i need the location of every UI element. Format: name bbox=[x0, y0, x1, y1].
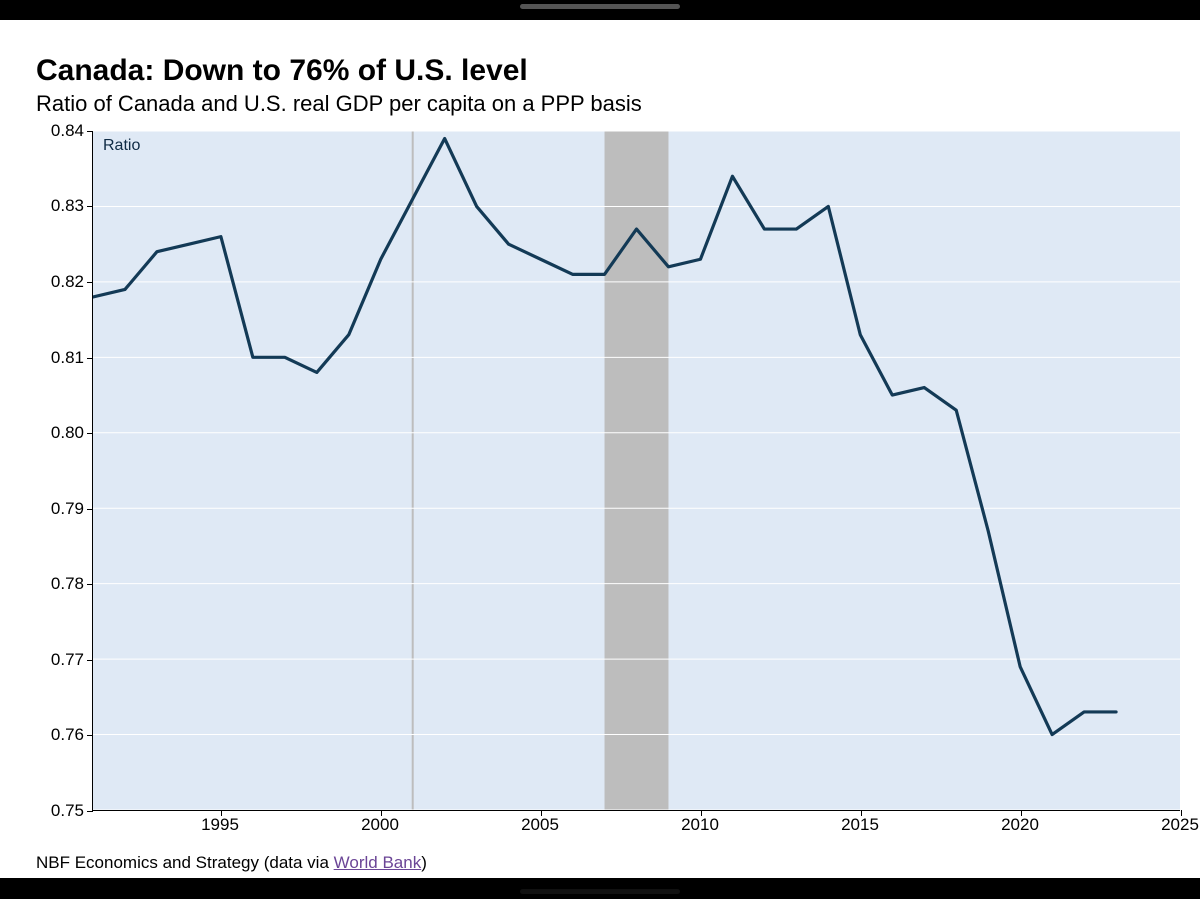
y-tick-label: 0.79 bbox=[51, 499, 84, 519]
y-tick-mark bbox=[87, 735, 93, 736]
y-tick-mark bbox=[87, 282, 93, 283]
y-tick-label: 0.82 bbox=[51, 272, 84, 292]
y-axis-labels: 0.750.760.770.780.790.800.810.820.830.84 bbox=[36, 131, 90, 847]
y-tick-mark bbox=[87, 131, 93, 132]
x-tick-label: 1995 bbox=[201, 815, 239, 835]
x-tick-label: 2020 bbox=[1001, 815, 1039, 835]
x-tick-label: 2000 bbox=[361, 815, 399, 835]
x-axis-labels: 1995200020052010201520202025 bbox=[92, 815, 1180, 839]
y-tick-label: 0.80 bbox=[51, 423, 84, 443]
y-tick-mark bbox=[87, 811, 93, 812]
y-tick-mark bbox=[87, 509, 93, 510]
y-tick-label: 0.77 bbox=[51, 650, 84, 670]
y-tick-label: 0.84 bbox=[51, 121, 84, 141]
x-tick-label: 2005 bbox=[521, 815, 559, 835]
y-tick-mark bbox=[87, 584, 93, 585]
y-tick-mark bbox=[87, 206, 93, 207]
source-line: NBF Economics and Strategy (data via Wor… bbox=[36, 853, 1182, 873]
source-prefix: NBF Economics and Strategy (data via bbox=[36, 853, 334, 872]
screenshot-frame: Canada: Down to 76% of U.S. level Ratio … bbox=[0, 0, 1200, 899]
home-indicator-icon bbox=[520, 889, 680, 894]
source-suffix: ) bbox=[421, 853, 427, 872]
ratio-label: Ratio bbox=[103, 137, 140, 155]
y-tick-mark bbox=[87, 358, 93, 359]
x-tick-label: 2025 bbox=[1161, 815, 1199, 835]
y-tick-label: 0.81 bbox=[51, 348, 84, 368]
y-tick-label: 0.83 bbox=[51, 196, 84, 216]
plot-area: Ratio bbox=[92, 131, 1180, 811]
y-tick-mark bbox=[87, 433, 93, 434]
chart-subtitle: Ratio of Canada and U.S. real GDP per ca… bbox=[36, 91, 1182, 117]
chart-area: 0.750.760.770.780.790.800.810.820.830.84… bbox=[36, 131, 1182, 847]
x-tick-label: 2010 bbox=[681, 815, 719, 835]
chart-sheet: Canada: Down to 76% of U.S. level Ratio … bbox=[0, 20, 1200, 878]
source-link[interactable]: World Bank bbox=[334, 853, 422, 872]
chart-title: Canada: Down to 76% of U.S. level bbox=[36, 54, 1182, 89]
y-tick-mark bbox=[87, 660, 93, 661]
x-tick-label: 2015 bbox=[841, 815, 879, 835]
y-tick-label: 0.75 bbox=[51, 801, 84, 821]
plot-svg bbox=[93, 131, 1180, 810]
y-tick-label: 0.76 bbox=[51, 725, 84, 745]
y-tick-label: 0.78 bbox=[51, 574, 84, 594]
drag-handle-icon bbox=[520, 4, 680, 9]
